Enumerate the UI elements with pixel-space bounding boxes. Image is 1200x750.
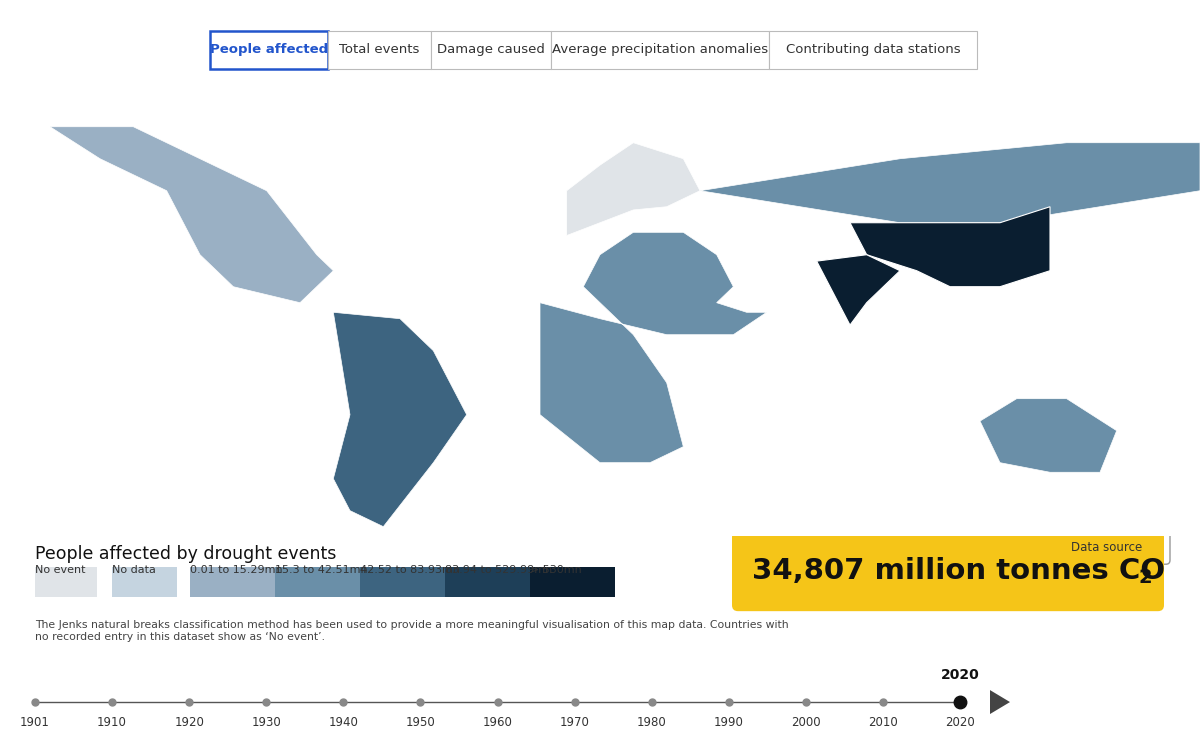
Text: Damage caused: Damage caused bbox=[437, 44, 545, 56]
Text: > 530mn: > 530mn bbox=[530, 566, 582, 575]
FancyBboxPatch shape bbox=[210, 31, 328, 69]
Text: 1910: 1910 bbox=[97, 716, 127, 729]
Polygon shape bbox=[540, 232, 767, 463]
Bar bbox=[112, 567, 178, 597]
Text: 1950: 1950 bbox=[406, 716, 436, 729]
Text: 2020: 2020 bbox=[941, 668, 979, 682]
Text: People affected by drought events: People affected by drought events bbox=[35, 545, 336, 563]
FancyBboxPatch shape bbox=[1044, 530, 1170, 564]
Text: 0.01 to 15.29mn: 0.01 to 15.29mn bbox=[190, 566, 283, 575]
Text: 2020: 2020 bbox=[946, 716, 974, 729]
Bar bbox=[190, 567, 275, 597]
Text: Contributing data stations: Contributing data stations bbox=[786, 44, 960, 56]
Polygon shape bbox=[700, 142, 1200, 223]
Text: 1920: 1920 bbox=[174, 716, 204, 729]
Text: 2: 2 bbox=[1138, 568, 1152, 586]
Bar bbox=[530, 567, 616, 597]
Text: People affected: People affected bbox=[210, 44, 328, 56]
Text: No event: No event bbox=[35, 566, 85, 575]
Text: 2000: 2000 bbox=[791, 716, 821, 729]
FancyBboxPatch shape bbox=[769, 31, 977, 69]
Polygon shape bbox=[850, 207, 1050, 286]
Polygon shape bbox=[990, 690, 1010, 714]
Polygon shape bbox=[334, 312, 467, 526]
Bar bbox=[35, 567, 97, 597]
Text: 1980: 1980 bbox=[637, 716, 666, 729]
Text: Total events: Total events bbox=[340, 44, 420, 56]
Text: 15.3 to 42.51mn: 15.3 to 42.51mn bbox=[275, 566, 367, 575]
Text: no recorded entry in this dataset show as ‘No event’.: no recorded entry in this dataset show a… bbox=[35, 632, 325, 642]
Text: The Jenks natural breaks classification method has been used to provide a more m: The Jenks natural breaks classification … bbox=[35, 620, 788, 630]
Text: Data source: Data source bbox=[1072, 541, 1142, 554]
Text: 42.52 to 83.93mn: 42.52 to 83.93mn bbox=[360, 566, 460, 575]
Text: 34,807 million tonnes CO: 34,807 million tonnes CO bbox=[752, 557, 1165, 585]
Polygon shape bbox=[980, 399, 1117, 472]
Text: No data: No data bbox=[112, 566, 156, 575]
Text: 2010: 2010 bbox=[868, 716, 898, 729]
Polygon shape bbox=[566, 142, 700, 236]
Bar bbox=[360, 567, 445, 597]
FancyBboxPatch shape bbox=[431, 31, 551, 69]
Text: 1970: 1970 bbox=[559, 716, 589, 729]
Text: 1901: 1901 bbox=[20, 716, 50, 729]
Text: 1930: 1930 bbox=[251, 716, 281, 729]
Polygon shape bbox=[817, 255, 900, 325]
Text: Average precipitation anomalies: Average precipitation anomalies bbox=[552, 44, 768, 56]
FancyBboxPatch shape bbox=[551, 31, 769, 69]
Text: 1990: 1990 bbox=[714, 716, 744, 729]
Polygon shape bbox=[50, 127, 334, 303]
Text: 83.94 to 529.99mn: 83.94 to 529.99mn bbox=[445, 566, 552, 575]
Bar bbox=[275, 567, 360, 597]
FancyBboxPatch shape bbox=[732, 531, 1164, 611]
Text: 1940: 1940 bbox=[329, 716, 359, 729]
Text: 1960: 1960 bbox=[482, 716, 512, 729]
FancyBboxPatch shape bbox=[328, 31, 431, 69]
Bar bbox=[445, 567, 530, 597]
